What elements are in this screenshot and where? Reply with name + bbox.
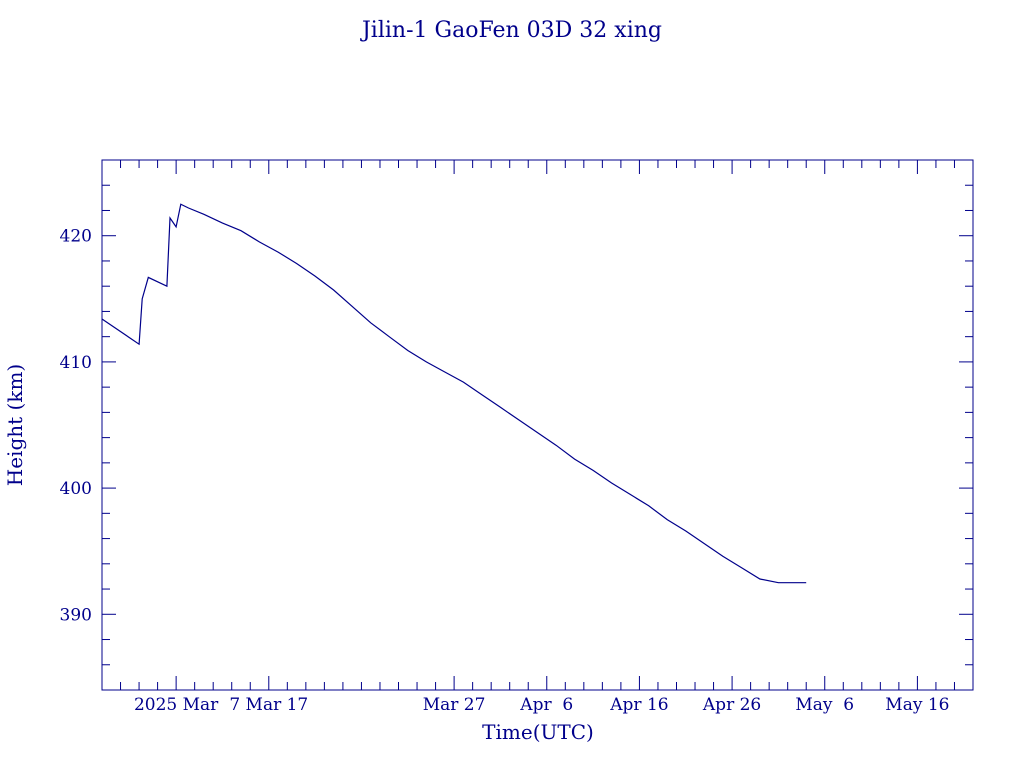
x-tick-label: Mar 27 (423, 695, 486, 715)
x-axis-label: Time(UTC) (482, 720, 594, 744)
plot-frame (101, 159, 974, 691)
x-tick-label: 2025 Mar (134, 695, 219, 715)
y-tick-label: 420 (60, 227, 92, 247)
y-axis-label: Height (km) (3, 364, 27, 486)
axis-ticks (101, 159, 974, 691)
x-tick-label: May 6 (795, 695, 854, 715)
y-tick-label: 400 (60, 479, 92, 499)
x-tick-label: 7 Mar 17 (229, 695, 308, 715)
y-tick-label: 390 (60, 605, 92, 625)
chart-title: Jilin-1 GaoFen 03D 32 xing (360, 18, 662, 43)
series-line (101, 203, 807, 584)
y-tick-label: 410 (60, 353, 92, 373)
x-tick-label: Apr 26 (702, 695, 761, 715)
x-tick-label: Apr 16 (609, 695, 668, 715)
x-tick-label: Apr 6 (519, 695, 573, 715)
tick-labels: 390 400 410 420 2025 Mar 7 Mar 17 Mar 27 Apr 6 A… (60, 227, 950, 715)
x-tick-label: May 16 (885, 695, 949, 715)
